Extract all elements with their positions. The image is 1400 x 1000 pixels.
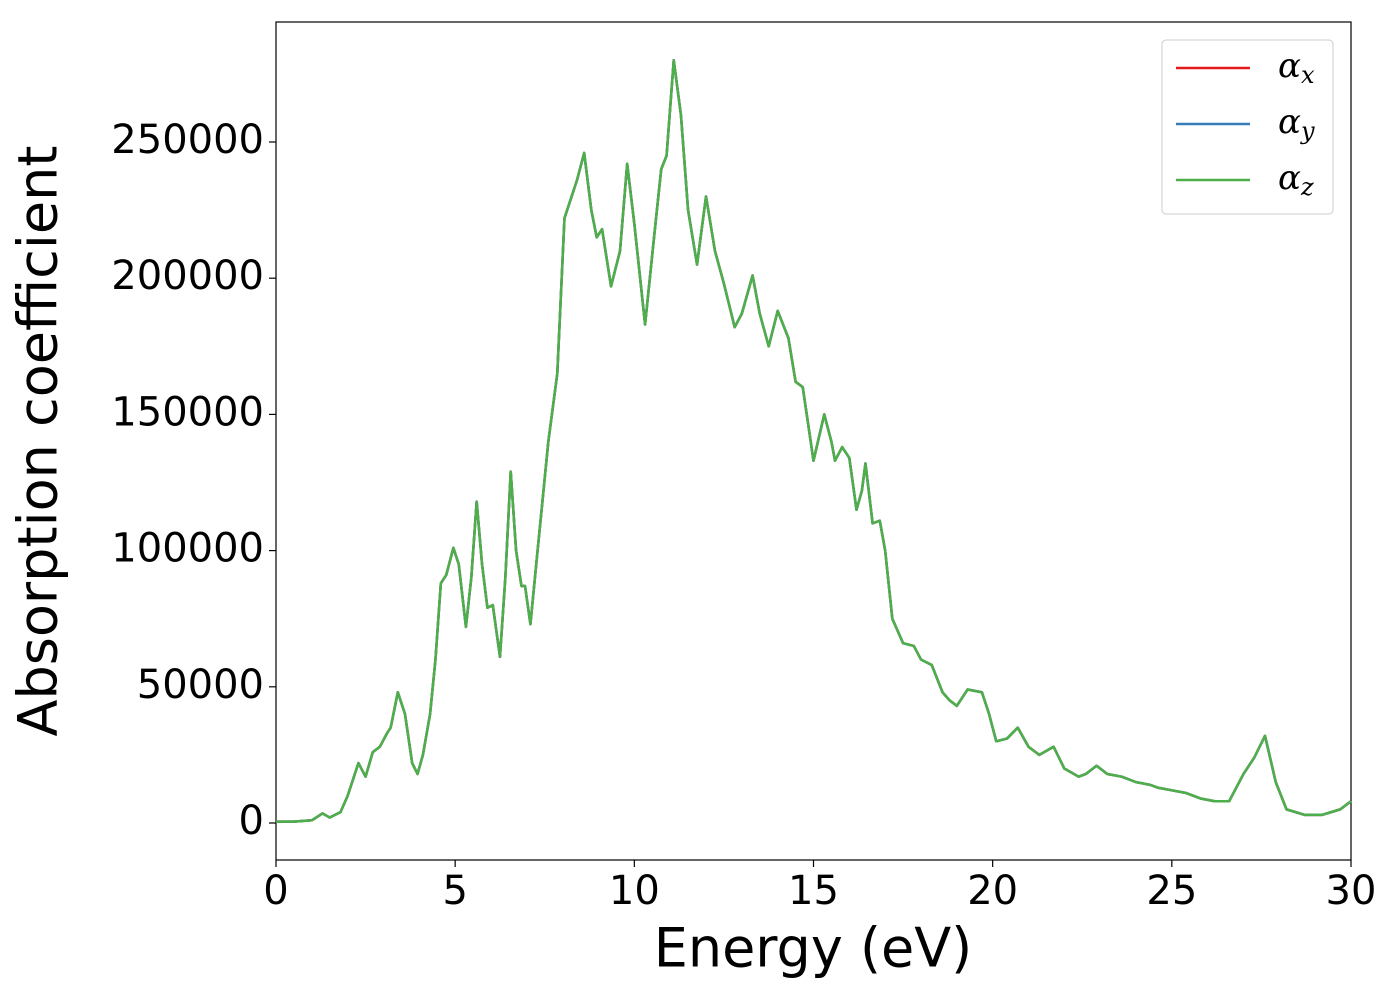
y-tick-label: 150000: [111, 389, 264, 435]
legend-label: αz: [1278, 158, 1314, 201]
x-tick-label: 10: [609, 868, 660, 914]
y-tick-label: 0: [239, 798, 264, 844]
x-tick-label: 20: [967, 868, 1018, 914]
x-axis-label: Energy (eV): [654, 917, 973, 980]
y-tick-label: 50000: [137, 662, 264, 708]
legend-box: [1161, 39, 1334, 215]
x-tick-label: 25: [1146, 868, 1197, 914]
y-tick-label: 250000: [111, 117, 264, 163]
legend-label: αy: [1278, 102, 1315, 145]
y-tick-label: 100000: [111, 526, 264, 572]
y-axis-label: Absorption coefficient: [7, 146, 70, 737]
data-line: [276, 59, 1352, 823]
x-tick-label: 0: [263, 868, 288, 914]
x-tick-label: 5: [442, 868, 467, 914]
x-tick-label: 30: [1326, 868, 1377, 914]
x-tick-label: 15: [788, 868, 839, 914]
legend-label: αx: [1278, 46, 1315, 89]
y-tick-label: 200000: [111, 253, 264, 299]
